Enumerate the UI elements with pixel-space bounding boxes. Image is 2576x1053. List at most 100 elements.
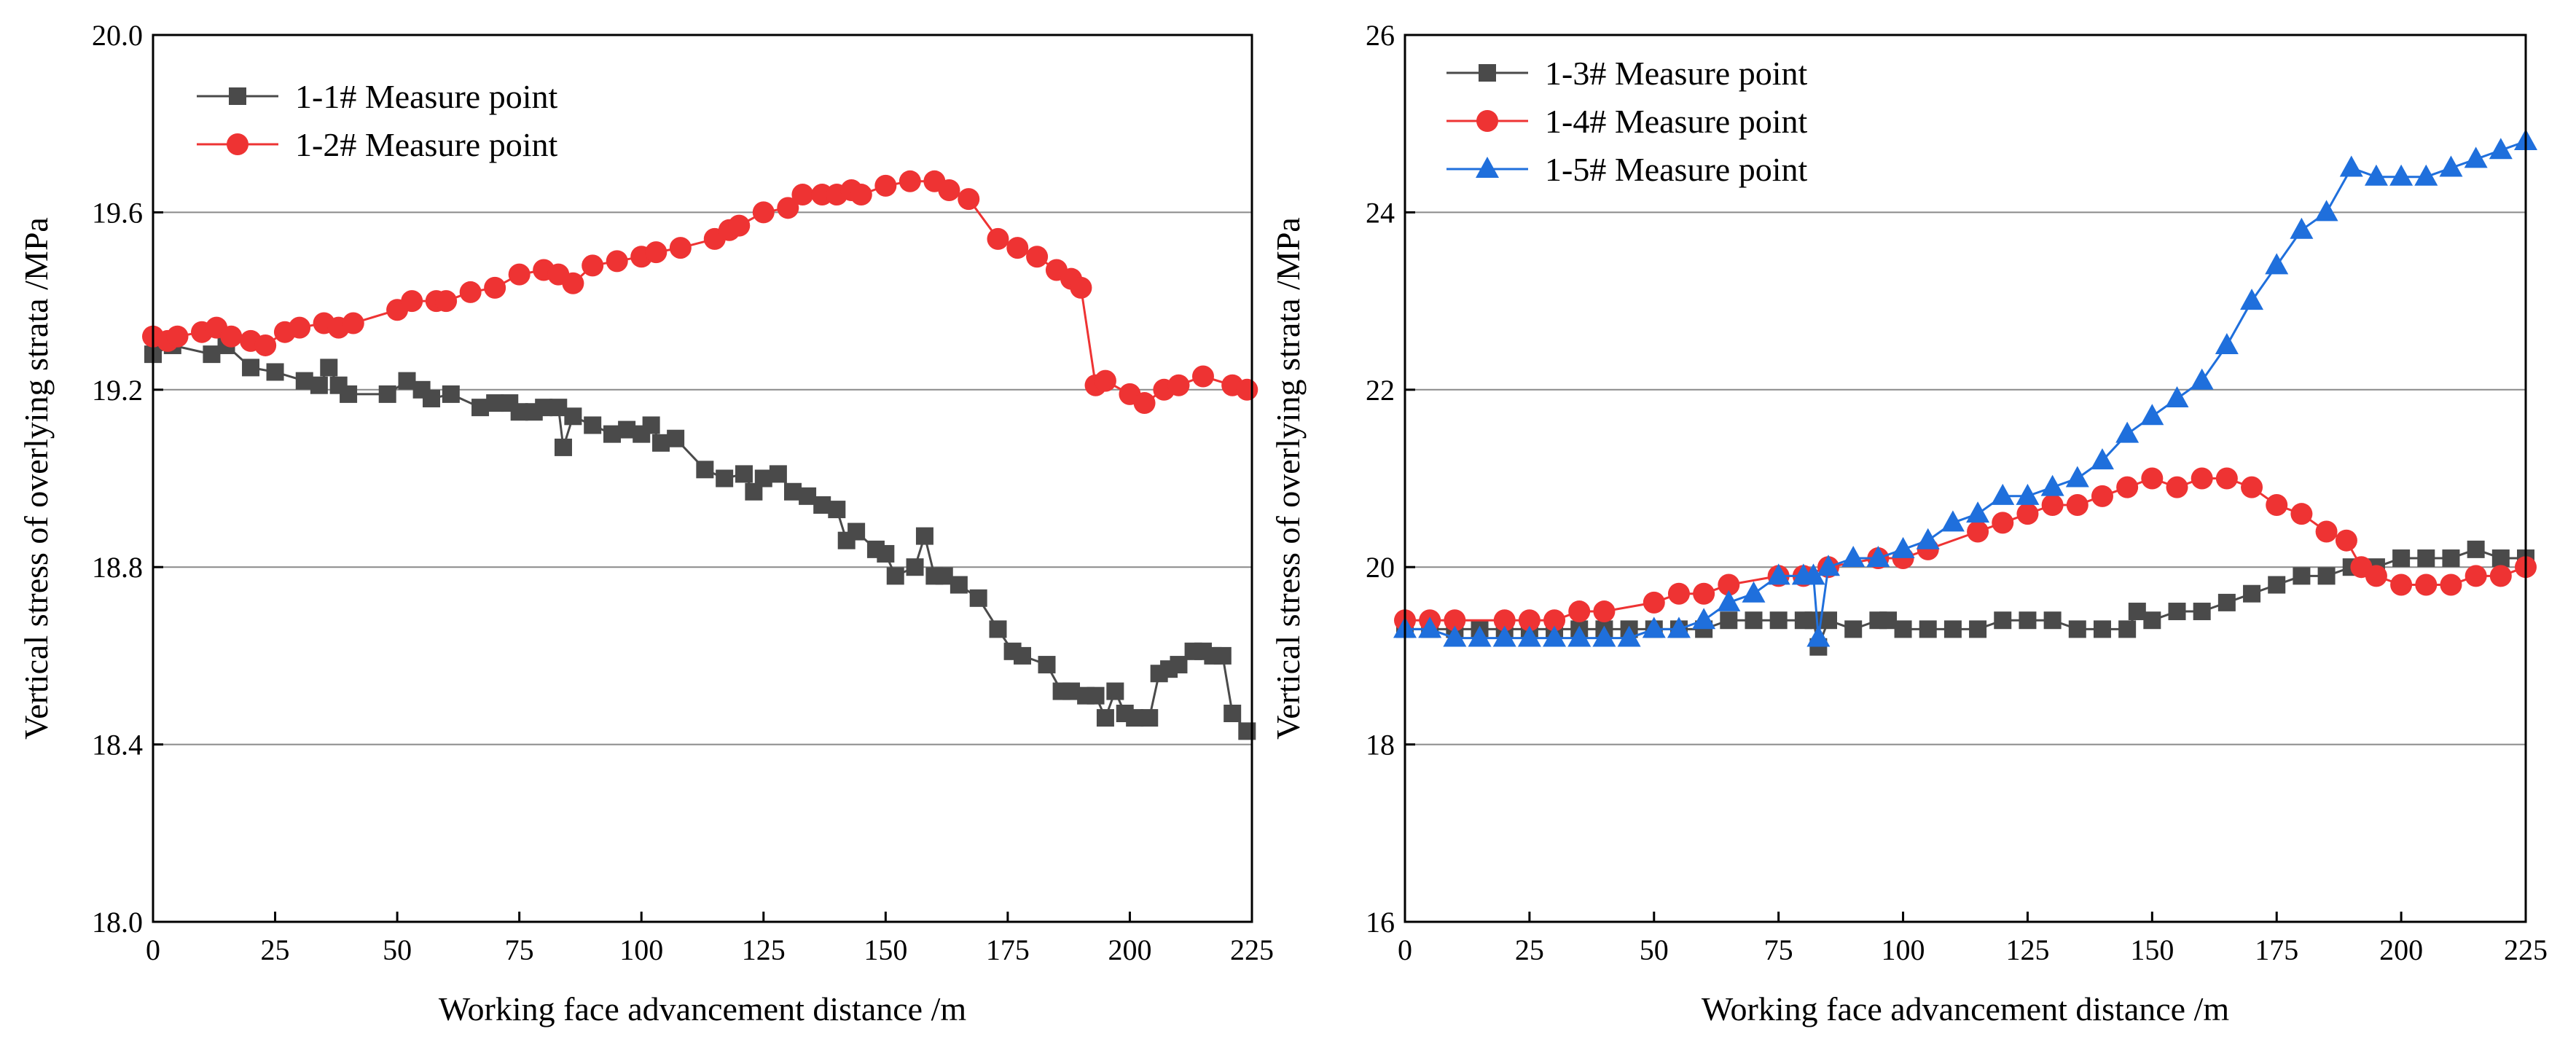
left-chart-series-2-point	[938, 179, 960, 201]
left-chart-series-1-point	[696, 461, 714, 479]
left-chart-x-tick-label: 25	[261, 933, 290, 966]
right-chart-series-2-point	[1593, 600, 1616, 623]
right-chart-series-1-point	[1994, 611, 2012, 630]
right-chart: 0 25 50 75 100 125 150 175 200 225 16 18 20 22 24 26 Wor…	[1269, 19, 2548, 1027]
left-chart-series-1-point	[564, 407, 582, 426]
right-chart-series-3-point	[1517, 625, 1541, 647]
right-chart-series-1-point	[1879, 611, 1898, 630]
left-chart-series-2-point	[289, 316, 311, 339]
left-chart-legend-marker	[229, 87, 246, 105]
left-chart-x-tick-label: 0	[146, 933, 160, 966]
left-chart-legend-marker	[227, 133, 248, 155]
right-chart-series-1-point	[1969, 620, 1987, 638]
left-chart-series-1-point	[1087, 686, 1105, 705]
right-chart-series-2-point	[1667, 582, 1690, 605]
right-chart-series-3-point	[1617, 625, 1641, 647]
right-chart-series-1-point	[2442, 549, 2460, 568]
right-chart-series-2-point	[2465, 565, 2487, 587]
left-chart-series-1-point	[1213, 646, 1232, 665]
right-chart-series-1-point	[2128, 603, 2146, 621]
left-chart-series-1-point	[320, 359, 338, 377]
right-chart-series-2-point	[2116, 476, 2139, 498]
left-chart-x-tick-label: 150	[864, 933, 907, 966]
right-chart-series-1-point	[2118, 620, 2137, 638]
right-chart-series-2-point	[2066, 494, 2088, 517]
right-chart-series-3-point	[1667, 616, 1691, 638]
left-chart-series-2-point	[606, 250, 628, 273]
left-chart-series-2-point	[987, 227, 1009, 250]
right-chart-series-3-point	[2190, 368, 2214, 390]
right-chart-legend-marker	[1479, 64, 1496, 82]
left-chart-series-1-point	[906, 558, 924, 576]
left-chart-y-tick-label: 20.0	[92, 19, 143, 52]
left-chart-plot-frame	[152, 34, 1253, 923]
right-chart-series-3-point	[2489, 138, 2513, 160]
left-chart-series-1-point	[423, 389, 441, 407]
right-chart-series-2-point	[2415, 574, 2438, 596]
right-chart-series-2-point	[2266, 494, 2288, 517]
left-chart-series-1-point	[1224, 705, 1242, 723]
right-chart-x-tick-label: 150	[2130, 933, 2174, 966]
left-chart-series-2-point	[582, 254, 604, 277]
right-chart-series-3-point	[1916, 528, 1940, 549]
left-chart-series-2-point	[220, 325, 243, 348]
left-chart-series-1-point	[769, 465, 787, 483]
right-chart-series-3-point	[1841, 546, 1866, 568]
left-chart-series-2-point	[342, 312, 364, 334]
left-chart-series-1-point	[1096, 709, 1114, 727]
left-chart-series-2-point	[508, 263, 531, 286]
left-chart-series-2-point	[1026, 246, 1049, 268]
left-chart-series-2-point	[958, 188, 980, 211]
left-chart-series-1-point	[510, 403, 528, 421]
right-chart-series-3-point	[1966, 501, 1990, 523]
right-chart-y-tick-label: 18	[1366, 729, 1395, 762]
right-chart-series-2-point	[1992, 512, 2014, 534]
left-chart-series-1-point	[549, 399, 568, 417]
left-chart-series-2-point	[401, 290, 423, 313]
right-chart-legend-label: 1-4# Measure point	[1545, 103, 1807, 140]
left-chart-series-1-point	[1013, 646, 1031, 665]
right-chart-series-2-point	[1543, 609, 1566, 632]
right-chart-series-2-point	[1693, 582, 1715, 605]
right-chart-series-2-point	[2489, 565, 2512, 587]
left-chart-series-2-point	[254, 334, 277, 356]
left-chart-series-2-point	[752, 201, 775, 224]
right-chart-series-3-point	[1592, 625, 1616, 647]
left-chart-series-1-point	[813, 496, 831, 514]
right-chart-y-tick-label: 16	[1366, 906, 1395, 939]
right-chart-series-1-point	[1943, 620, 1962, 638]
left-chart-series-2-point	[484, 276, 506, 299]
right-chart-series-3-point	[2065, 466, 2089, 488]
left-chart-series-2-point	[874, 174, 897, 197]
right-chart-series-3-point	[2414, 164, 2438, 186]
left-chart-series-1-point	[1106, 682, 1124, 700]
right-chart-series-2-point	[1518, 609, 1540, 632]
right-chart-series-2-point	[2440, 574, 2462, 596]
left-chart-series-2-point	[850, 184, 872, 206]
right-chart-series-3-point	[1717, 590, 1741, 611]
right-chart-series-3-point	[1766, 563, 1790, 585]
left-chart-series-1-point	[378, 385, 396, 403]
left-chart-series-2-point	[1236, 378, 1258, 401]
right-chart-x-tick-label: 50	[1640, 933, 1669, 966]
right-chart-series-3-point	[2140, 404, 2164, 426]
right-chart-x-tick-label: 0	[1398, 933, 1412, 966]
right-chart-series-2-point	[2335, 529, 2357, 552]
left-chart-y-tick-label: 18.4	[92, 729, 143, 762]
right-chart-series-2-point	[1643, 591, 1665, 614]
right-chart-series-2-point	[2290, 503, 2313, 525]
right-chart-series-3-point	[2290, 217, 2314, 239]
left-chart-series-1-point	[652, 434, 670, 452]
left-chart-x-tick-label: 100	[619, 933, 663, 966]
left-chart-series-1-point	[935, 567, 953, 585]
left-chart-series-2-point	[1191, 365, 1214, 388]
right-chart-series-1-point	[2043, 611, 2062, 630]
left-chart-series-1-point	[754, 469, 772, 488]
left-chart-series-1-point	[735, 465, 753, 483]
right-chart-series-3-point	[1866, 546, 1890, 568]
left-chart-x-tick-label: 125	[742, 933, 786, 966]
right-chart-series-3-point	[1891, 536, 1915, 558]
right-chart-series-3-point	[2115, 421, 2140, 443]
right-chart-series-2-point	[2041, 494, 2064, 517]
